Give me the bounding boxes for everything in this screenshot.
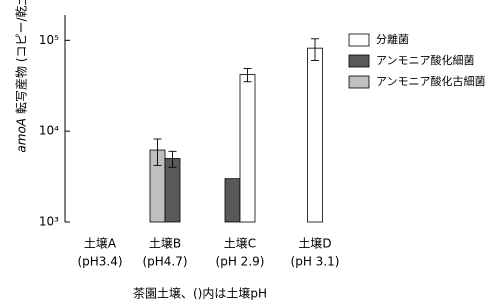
y-axis-title: amoA 転写産物 (コピー/乾土) [14,0,29,153]
legend-label: 分離菌 [376,32,409,46]
legend-swatch [348,33,370,47]
error-bar [243,68,252,83]
error-bar [311,38,319,61]
bar [307,47,323,223]
y-tick-label: 10³ [39,215,59,229]
x-tick-label: 土壌B [149,237,181,251]
x-tick-sublabel: (pH 3.1) [291,255,340,269]
x-tick-label: 土壌A [84,237,117,251]
x-axis-title: 茶園土壌、()内は土壌pH [133,286,267,301]
y-tick-label: 10⁴ [39,124,59,138]
y-label-gene: amoA [15,118,29,153]
x-tick-label: 土壌D [298,237,331,251]
legend-label: アンモニア酸化古細菌 [376,74,486,88]
legend-swatch [348,54,370,68]
legend-label: アンモニア酸化細菌 [376,53,475,67]
bar [224,178,241,223]
x-tick-sublabel: (pH 2.9) [216,255,265,269]
x-tick-sublabel: (pH3.4) [77,255,122,269]
bar [164,158,181,223]
error-bar [168,150,177,168]
x-tick-sublabel: (pH4.7) [142,255,187,269]
x-tick-label: 土壌C [224,237,256,251]
y-tick-label: 10⁵ [39,33,59,47]
bar [239,74,256,223]
legend-swatch [348,75,370,89]
error-bar [153,138,162,166]
y-label: 転写産物 (コピー/乾土) [14,0,29,114]
